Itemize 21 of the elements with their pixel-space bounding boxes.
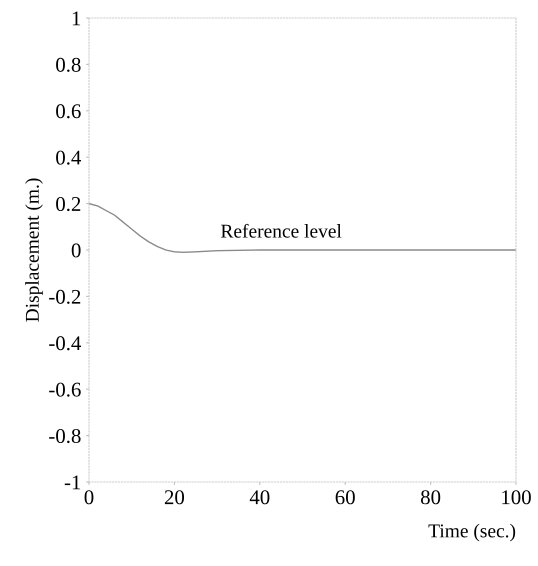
x-tick-label: 60	[336, 490, 355, 504]
y-tick-label: 0.6	[56, 104, 81, 118]
y-tick-label: 0	[72, 243, 81, 258]
y-tick-label: 0.4	[56, 150, 82, 165]
y-tick-label: 1	[72, 11, 80, 26]
y-tick-label: -0.4	[49, 336, 82, 350]
y-axis-title: Displacement (m.)	[25, 178, 43, 322]
annotation: Reference level	[220, 224, 342, 238]
y-tick-label: -0.8	[49, 428, 81, 444]
y-tick-label: -1	[64, 475, 80, 490]
y-tick-label: -0.2	[49, 290, 80, 304]
x-tick-label: 100	[502, 490, 531, 504]
x-tick-label: 0	[84, 490, 94, 504]
x-axis-title: Time (sec.)	[428, 524, 516, 542]
x-tick-label: 20	[164, 490, 184, 504]
y-tick-label: -0.6	[49, 382, 81, 397]
x-tick-label: 80	[420, 490, 440, 504]
x-tick-label: 40	[250, 490, 270, 504]
y-tick-label: 0.2	[56, 196, 80, 212]
y-tick-label: 0.8	[56, 58, 81, 72]
line-series	[89, 202, 516, 254]
